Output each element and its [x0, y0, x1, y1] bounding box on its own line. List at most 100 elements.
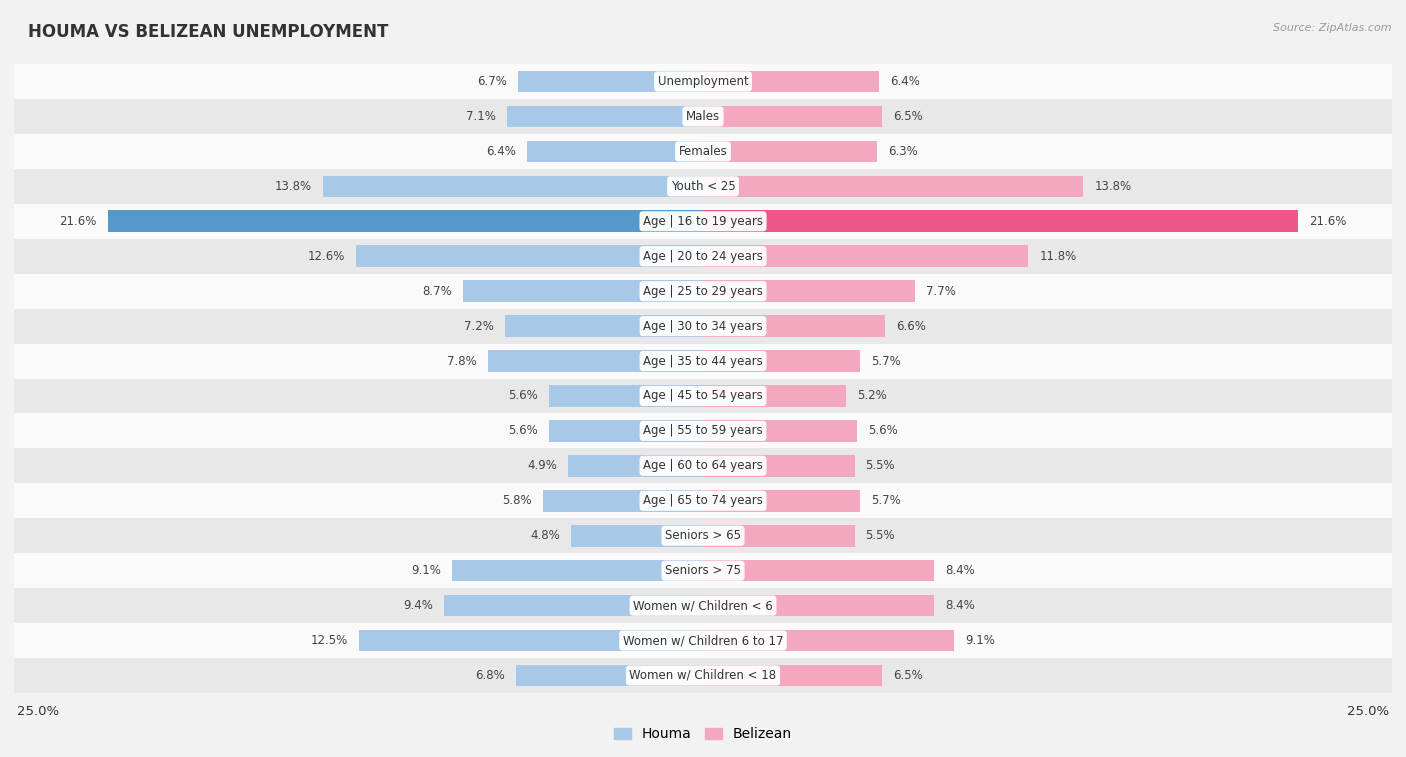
Text: 9.1%: 9.1%	[965, 634, 994, 647]
Bar	[519, 70, 703, 92]
Bar	[703, 665, 882, 687]
Text: Age | 16 to 19 years: Age | 16 to 19 years	[643, 215, 763, 228]
Bar	[703, 210, 1298, 232]
Bar	[516, 665, 703, 687]
Bar	[108, 210, 703, 232]
Text: 5.7%: 5.7%	[872, 354, 901, 368]
Bar	[703, 315, 884, 337]
Bar	[463, 280, 703, 302]
Bar	[548, 385, 703, 407]
Bar	[703, 106, 882, 127]
Bar	[14, 64, 1392, 99]
Text: 6.7%: 6.7%	[478, 75, 508, 88]
Bar	[14, 448, 1392, 483]
Bar	[703, 385, 846, 407]
Text: 9.4%: 9.4%	[404, 599, 433, 612]
Bar	[568, 455, 703, 477]
Text: 6.4%: 6.4%	[890, 75, 921, 88]
Bar	[14, 99, 1392, 134]
Bar	[703, 595, 935, 616]
Text: 5.5%: 5.5%	[866, 529, 896, 542]
Legend: Houma, Belizean: Houma, Belizean	[609, 721, 797, 746]
Bar	[359, 630, 703, 651]
Bar	[703, 350, 860, 372]
Text: Source: ZipAtlas.com: Source: ZipAtlas.com	[1274, 23, 1392, 33]
Bar	[14, 378, 1392, 413]
Bar	[703, 70, 879, 92]
Text: Females: Females	[679, 145, 727, 158]
Bar	[527, 141, 703, 162]
Bar	[703, 455, 855, 477]
Text: 5.8%: 5.8%	[502, 494, 531, 507]
Text: 5.7%: 5.7%	[872, 494, 901, 507]
Text: Seniors > 65: Seniors > 65	[665, 529, 741, 542]
Bar	[508, 106, 703, 127]
Text: 8.4%: 8.4%	[945, 599, 976, 612]
Text: 6.5%: 6.5%	[893, 669, 922, 682]
Bar	[14, 658, 1392, 693]
Bar	[703, 280, 915, 302]
Bar	[543, 490, 703, 512]
Bar	[14, 519, 1392, 553]
Bar	[703, 560, 935, 581]
Text: 6.4%: 6.4%	[485, 145, 516, 158]
Bar	[14, 204, 1392, 238]
Bar	[703, 141, 876, 162]
Text: 5.6%: 5.6%	[508, 389, 537, 403]
Text: 13.8%: 13.8%	[1094, 180, 1132, 193]
Text: 6.6%: 6.6%	[896, 319, 925, 332]
Bar	[14, 169, 1392, 204]
Text: 6.5%: 6.5%	[893, 110, 922, 123]
Bar	[356, 245, 703, 267]
Text: 25.0%: 25.0%	[17, 706, 59, 718]
Bar	[703, 245, 1028, 267]
Bar	[14, 134, 1392, 169]
Text: Age | 25 to 29 years: Age | 25 to 29 years	[643, 285, 763, 298]
Bar	[548, 420, 703, 442]
Bar	[14, 238, 1392, 274]
Bar	[703, 420, 858, 442]
Text: 21.6%: 21.6%	[59, 215, 97, 228]
Text: Unemployment: Unemployment	[658, 75, 748, 88]
Bar	[444, 595, 703, 616]
Text: 6.3%: 6.3%	[887, 145, 917, 158]
Bar	[14, 588, 1392, 623]
Text: Age | 20 to 24 years: Age | 20 to 24 years	[643, 250, 763, 263]
Text: 7.2%: 7.2%	[464, 319, 494, 332]
Text: 8.4%: 8.4%	[945, 564, 976, 577]
Text: 5.2%: 5.2%	[858, 389, 887, 403]
Text: 4.8%: 4.8%	[530, 529, 560, 542]
Text: 6.8%: 6.8%	[475, 669, 505, 682]
Text: Seniors > 75: Seniors > 75	[665, 564, 741, 577]
Bar	[453, 560, 703, 581]
Text: Males: Males	[686, 110, 720, 123]
Text: Youth < 25: Youth < 25	[671, 180, 735, 193]
Text: Women w/ Children 6 to 17: Women w/ Children 6 to 17	[623, 634, 783, 647]
Text: Age | 30 to 34 years: Age | 30 to 34 years	[643, 319, 763, 332]
Bar	[14, 274, 1392, 309]
Text: Women w/ Children < 6: Women w/ Children < 6	[633, 599, 773, 612]
Bar	[703, 630, 953, 651]
Text: 4.9%: 4.9%	[527, 459, 557, 472]
Text: 9.1%: 9.1%	[412, 564, 441, 577]
Bar	[571, 525, 703, 547]
Text: 7.7%: 7.7%	[927, 285, 956, 298]
Text: 12.6%: 12.6%	[308, 250, 344, 263]
Text: 5.6%: 5.6%	[869, 425, 898, 438]
Text: 12.5%: 12.5%	[311, 634, 347, 647]
Text: 21.6%: 21.6%	[1309, 215, 1347, 228]
Bar	[14, 553, 1392, 588]
Text: Age | 65 to 74 years: Age | 65 to 74 years	[643, 494, 763, 507]
Bar	[14, 483, 1392, 519]
Text: HOUMA VS BELIZEAN UNEMPLOYMENT: HOUMA VS BELIZEAN UNEMPLOYMENT	[28, 23, 388, 41]
Text: 5.5%: 5.5%	[866, 459, 896, 472]
Text: 8.7%: 8.7%	[422, 285, 453, 298]
Bar	[14, 309, 1392, 344]
Bar	[14, 344, 1392, 378]
Text: Age | 55 to 59 years: Age | 55 to 59 years	[643, 425, 763, 438]
Bar	[14, 413, 1392, 448]
Bar	[703, 176, 1083, 197]
Bar	[703, 525, 855, 547]
Text: Age | 60 to 64 years: Age | 60 to 64 years	[643, 459, 763, 472]
Bar	[488, 350, 703, 372]
